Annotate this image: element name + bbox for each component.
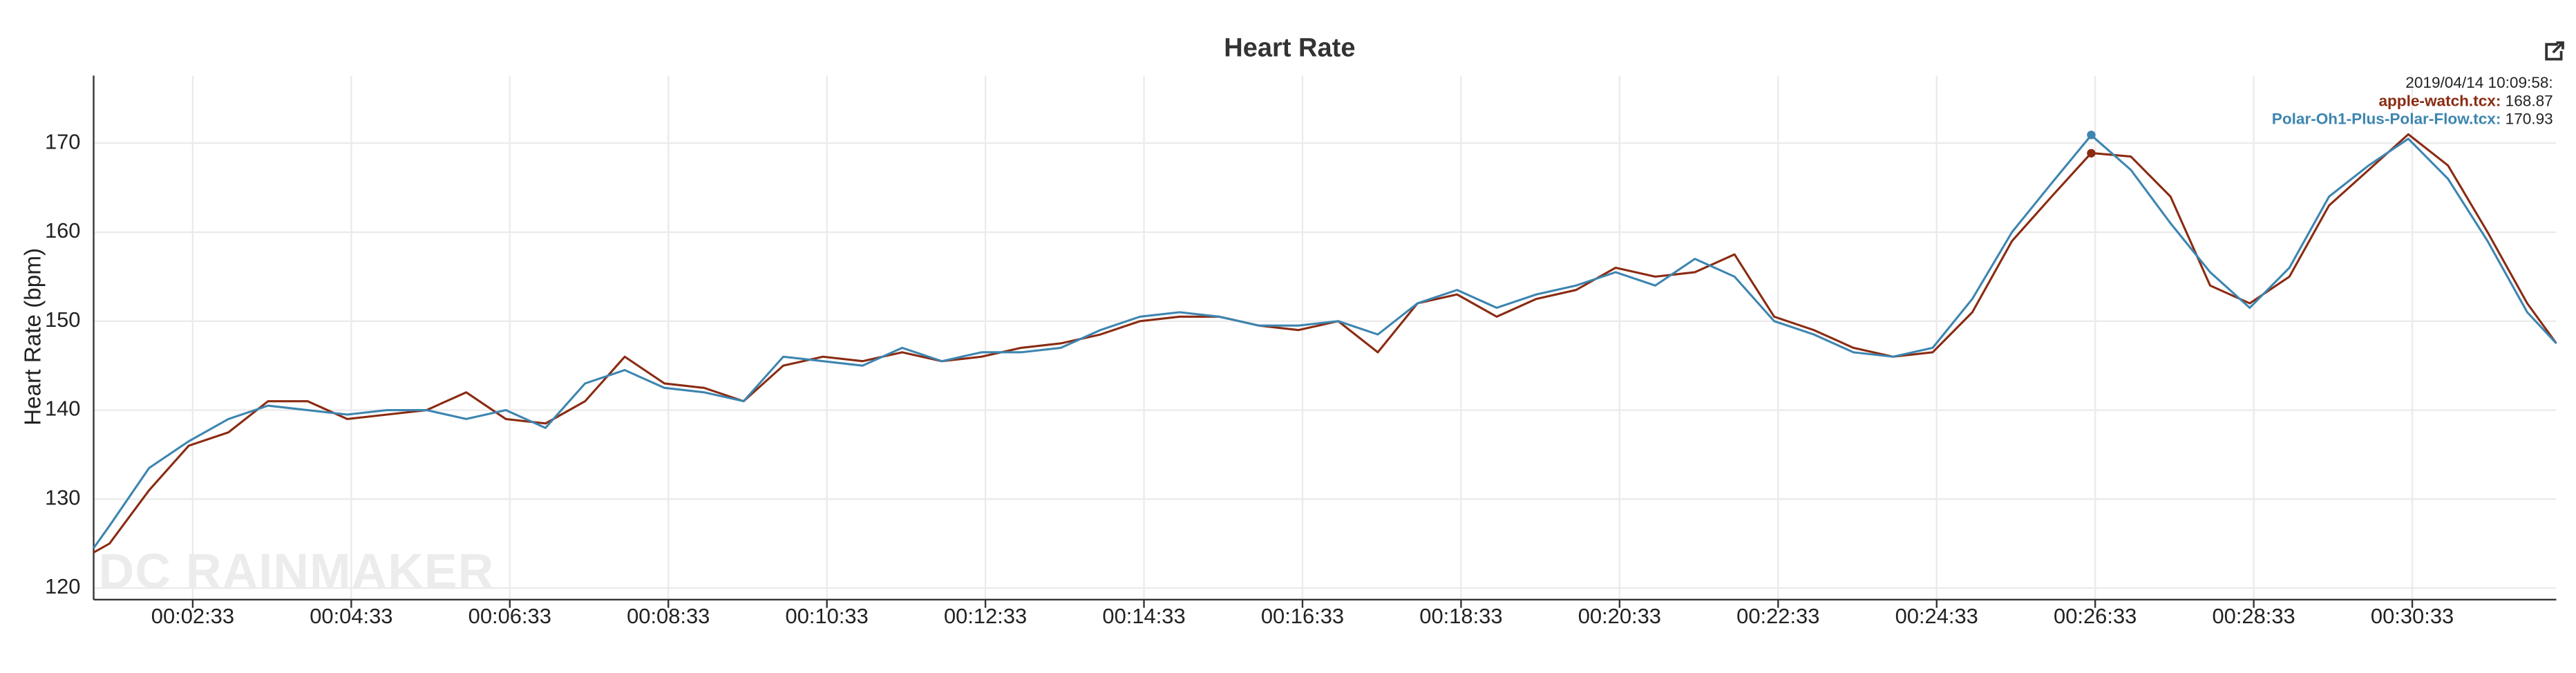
x-tick-label: 00:22:33 bbox=[1736, 604, 1819, 628]
y-tick-label: 130 bbox=[45, 485, 81, 509]
tooltip-entry: Polar-Oh1-Plus-Polar-Flow.tcx: 170.93 bbox=[2272, 111, 2553, 128]
x-tick-label: 00:18:33 bbox=[1419, 604, 1502, 628]
x-tick-label: 00:12:33 bbox=[944, 604, 1027, 628]
x-tick-label: 00:24:33 bbox=[1895, 604, 1978, 628]
x-tick-label: 00:28:33 bbox=[2212, 604, 2295, 628]
x-tick-label: 00:26:33 bbox=[2054, 604, 2137, 628]
x-tick-label: 00:08:33 bbox=[627, 604, 710, 628]
export-icon-box bbox=[2545, 43, 2563, 61]
x-tick-label: 00:04:33 bbox=[310, 604, 392, 628]
export-icon-arrow bbox=[2552, 41, 2564, 54]
series-line bbox=[93, 134, 2557, 549]
x-tick-label: 00:16:33 bbox=[1261, 604, 1344, 628]
y-axis-label: Heart Rate (bpm) bbox=[21, 248, 46, 426]
x-tick-label: 00:20:33 bbox=[1578, 604, 1661, 628]
tooltip-value: 170.93 bbox=[2506, 111, 2553, 128]
export-icon[interactable] bbox=[2545, 41, 2564, 61]
watermark: DC RAINMAKER bbox=[99, 544, 495, 599]
y-tick-label: 120 bbox=[45, 574, 81, 598]
x-tick-label: 00:30:33 bbox=[2371, 604, 2454, 628]
series-line bbox=[93, 133, 2557, 553]
hover-marker bbox=[2087, 149, 2096, 158]
chart-title: Heart Rate bbox=[1224, 33, 1355, 62]
x-tick-label: 00:10:33 bbox=[786, 604, 869, 628]
y-tick-label: 170 bbox=[45, 129, 81, 153]
y-tick-label: 150 bbox=[45, 307, 81, 332]
tooltip-entry: apple-watch.tcx: 168.87 bbox=[2378, 92, 2553, 109]
x-tick-label: 00:06:33 bbox=[468, 604, 551, 628]
y-tick-label: 140 bbox=[45, 397, 81, 421]
y-tick-label: 160 bbox=[45, 218, 81, 243]
tooltip-time: 2019/04/14 10:09:58: bbox=[2405, 74, 2553, 91]
x-tick-label: 00:14:33 bbox=[1102, 604, 1185, 628]
tooltip-series-name: apple-watch.tcx: bbox=[2378, 92, 2501, 109]
tooltip-series-name: Polar-Oh1-Plus-Polar-Flow.tcx: bbox=[2272, 111, 2501, 128]
tooltip-value: 168.87 bbox=[2506, 92, 2553, 109]
hover-marker bbox=[2087, 131, 2096, 140]
x-tick-label: 00:02:33 bbox=[151, 604, 234, 628]
